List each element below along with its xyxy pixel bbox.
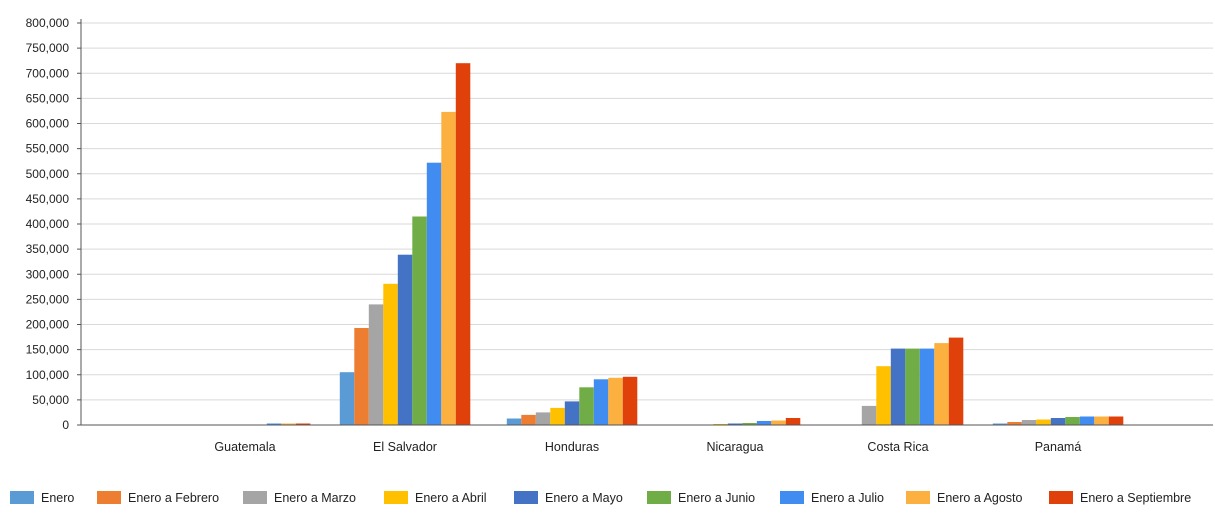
bar (1007, 422, 1022, 425)
bar (339, 372, 355, 425)
y-tick-label: 200,000 (26, 318, 70, 332)
legend-swatch (97, 491, 121, 504)
y-tick-label: 350,000 (26, 242, 70, 256)
bar (861, 405, 877, 425)
x-tick-label: El Salvador (373, 440, 437, 454)
legend-swatch (243, 491, 267, 504)
y-tick-label: 150,000 (26, 343, 70, 357)
bar (593, 379, 609, 425)
y-tick-label: 600,000 (26, 117, 70, 131)
y-tick-label: 450,000 (26, 192, 70, 206)
bar (564, 401, 580, 425)
bar (992, 423, 1008, 425)
bar (426, 162, 442, 425)
legend-label: Enero a Junio (678, 491, 755, 505)
bar (948, 337, 964, 425)
bar (354, 328, 369, 425)
legend-swatch (514, 491, 538, 504)
bar (368, 304, 384, 425)
bar (771, 420, 786, 425)
legend-swatch (384, 491, 408, 504)
bar (905, 348, 920, 425)
y-tick-label: 750,000 (26, 41, 70, 55)
bar (756, 421, 772, 425)
legend-label: Enero a Agosto (937, 491, 1023, 505)
bar (550, 407, 565, 425)
gridlines (81, 22, 1213, 401)
legend: Enero Enero a Febrero Enero a Marzo Enero a… (10, 491, 1191, 505)
y-tick-label: 100,000 (26, 368, 70, 382)
bar (622, 376, 638, 425)
bar (412, 216, 427, 425)
legend-label: Enero a Febrero (128, 491, 219, 505)
y-tick-label: 700,000 (26, 66, 70, 80)
bar (521, 414, 536, 425)
bar (608, 377, 623, 425)
bar (919, 348, 935, 425)
y-tick-label: 300,000 (26, 267, 70, 281)
y-tick-label: 50,000 (32, 393, 69, 407)
bar (295, 423, 311, 425)
bar (785, 418, 801, 425)
legend-swatch (906, 491, 930, 504)
y-tick-label: 0 (62, 418, 69, 432)
y-tick-label: 800,000 (26, 16, 70, 30)
axes: 0 50,000 100,000 150,000 200,000 250,000 300,0… (26, 16, 1213, 454)
legend-label: Enero a Mayo (545, 491, 623, 505)
legend-label: Enero a Abril (415, 491, 487, 505)
bar (1050, 418, 1066, 425)
bar (506, 418, 522, 425)
y-tick-label: 250,000 (26, 292, 70, 306)
legend-label: Enero a Marzo (274, 491, 356, 505)
bar (383, 283, 398, 425)
y-tick-label: 500,000 (26, 167, 70, 181)
x-tick-label: Guatemala (214, 440, 275, 454)
x-tick-label: Panamá (1035, 440, 1082, 454)
y-tick-label: 550,000 (26, 142, 70, 156)
x-tick-label: Costa Rica (867, 440, 928, 454)
bar (1094, 416, 1109, 425)
x-tick-label: Nicaragua (707, 440, 764, 454)
x-tick-label: Honduras (545, 440, 599, 454)
bar (579, 387, 594, 425)
bar (397, 254, 413, 425)
legend-swatch (647, 491, 671, 504)
legend-label: Enero (41, 491, 74, 505)
bar (727, 423, 743, 425)
legend-label: Enero a Septiembre (1080, 491, 1191, 505)
bar (535, 412, 551, 425)
bar (742, 423, 757, 425)
bars (266, 63, 1124, 426)
bar (1021, 420, 1037, 425)
legend-swatch (10, 491, 34, 504)
legend-swatch (780, 491, 804, 504)
bar (1036, 419, 1051, 425)
bar (890, 348, 906, 425)
bar (1065, 417, 1080, 425)
y-tick-label: 400,000 (26, 217, 70, 231)
bar (1079, 416, 1095, 425)
y-tick-label: 650,000 (26, 91, 70, 105)
bar (455, 63, 471, 425)
bar (1108, 416, 1124, 425)
bar (876, 366, 891, 425)
bar (266, 423, 282, 425)
bar (441, 111, 456, 426)
bar (281, 423, 296, 425)
bar (934, 343, 949, 425)
legend-swatch (1049, 491, 1073, 504)
legend-label: Enero a Julio (811, 491, 884, 505)
